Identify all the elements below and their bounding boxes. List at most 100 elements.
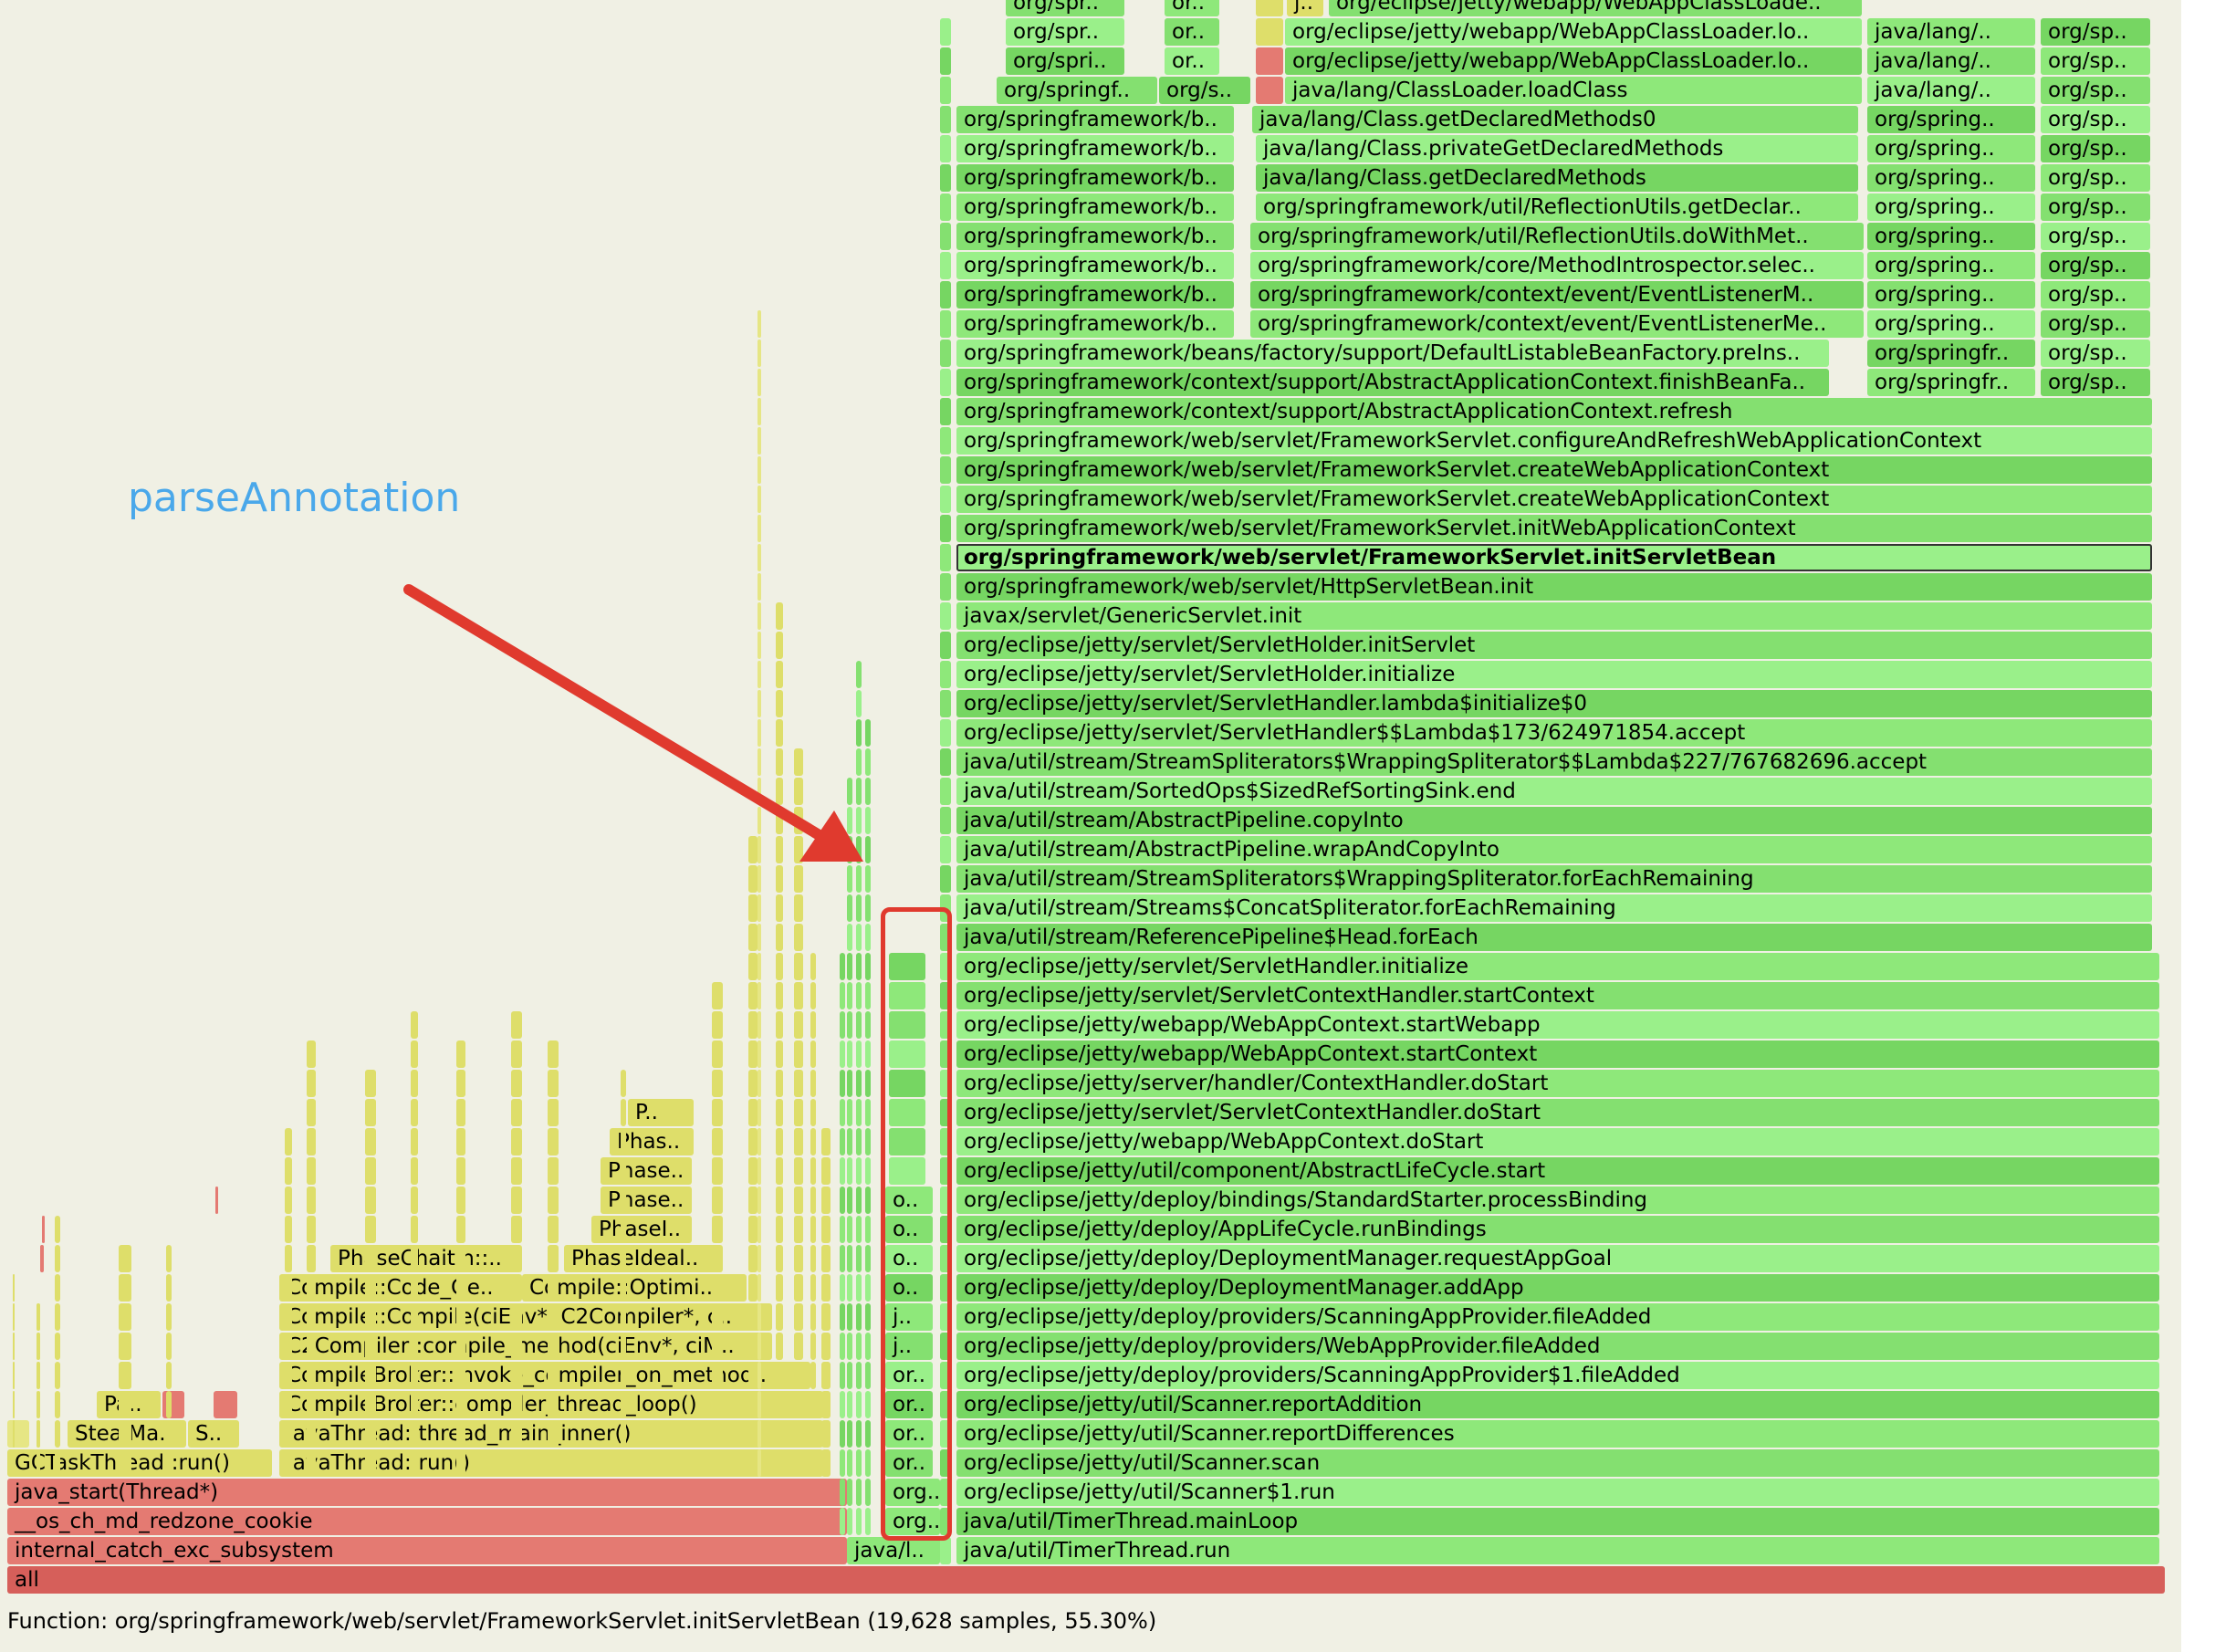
flame-frame[interactable] [748, 1245, 758, 1272]
flame-frame[interactable] [511, 1303, 522, 1331]
flame-frame[interactable] [794, 1362, 803, 1389]
flame-frame[interactable] [621, 1303, 626, 1331]
flame-frame[interactable] [847, 1245, 852, 1272]
flame-frame[interactable] [758, 1303, 761, 1331]
flame-frame[interactable] [856, 924, 862, 951]
flame-frame[interactable] [865, 894, 871, 922]
flame-frame[interactable] [307, 1333, 316, 1360]
flame-frame[interactable] [37, 1362, 40, 1389]
flame-frame[interactable] [840, 1449, 845, 1477]
flame-frame[interactable] [307, 1187, 316, 1214]
frame-springframework-b[interactable]: org/springframework/b.. [956, 164, 1234, 192]
frame-finish-bean-factory[interactable]: org/springframework/context/support/Abst… [956, 369, 1829, 396]
flame-frame[interactable] [847, 1391, 852, 1418]
flame-frame[interactable] [758, 515, 761, 542]
frame-s[interactable]: S.. [188, 1420, 239, 1448]
flame-frame[interactable] [456, 1362, 465, 1389]
flame-frame[interactable] [37, 1420, 40, 1448]
flame-frame[interactable] [794, 1099, 803, 1126]
frame-main-29[interactable]: org/eclipse/jetty/servlet/ServletHandler… [956, 690, 2152, 717]
frame-redzone-cookie[interactable]: __os_ch_md_redzone_cookie [7, 1508, 847, 1535]
flame-frame[interactable] [840, 1040, 845, 1068]
frame-main-25[interactable]: java/util/stream/AbstractPipeline.copyIn… [956, 807, 2152, 834]
frame-phasei[interactable]: PhaseI.. [591, 1216, 692, 1243]
flame-frame[interactable] [621, 1274, 626, 1302]
flame-frame[interactable] [285, 1391, 292, 1418]
flame-frame[interactable] [748, 1187, 758, 1214]
flame-frame[interactable] [856, 1157, 862, 1185]
flame-frame[interactable] [365, 1333, 376, 1360]
flame-frame[interactable] [748, 1420, 758, 1448]
flame-frame[interactable] [748, 982, 758, 1009]
flame-frame[interactable] [776, 924, 783, 951]
flame-frame[interactable] [456, 1128, 465, 1155]
flame-frame[interactable] [776, 1011, 783, 1039]
flame-frame[interactable] [940, 602, 951, 630]
flame-frame[interactable] [55, 1362, 60, 1389]
flame-frame[interactable] [548, 1391, 559, 1418]
flame-frame[interactable] [865, 953, 871, 980]
frame-p[interactable]: P.. [628, 1099, 694, 1126]
flame-frame[interactable] [847, 894, 852, 922]
flame-frame[interactable] [940, 456, 951, 484]
frame-upper-right-b[interactable]: org/sp.. [2041, 310, 2150, 338]
frame-boxed-j[interactable]: j.. [885, 1303, 933, 1331]
flame-frame[interactable] [511, 1157, 522, 1185]
flame-frame[interactable] [776, 1420, 783, 1448]
flame-frame[interactable] [847, 1216, 852, 1243]
flame-frame[interactable] [307, 1391, 316, 1418]
flame-frame[interactable] [758, 544, 761, 571]
frame-upper-middle-6[interactable]: java/lang/Class.privateGetDeclaredMethod… [1256, 135, 1858, 162]
flame-frame[interactable] [847, 1420, 852, 1448]
flame-frame[interactable] [365, 1274, 376, 1302]
frame-main-1[interactable]: java/util/TimerThread.mainLoop [956, 1508, 2159, 1535]
flame-frame[interactable] [889, 1040, 925, 1068]
flame-frame[interactable] [13, 1391, 15, 1418]
flame-frame[interactable] [758, 982, 761, 1009]
flame-frame[interactable] [856, 719, 862, 747]
flame-frame[interactable] [37, 1333, 40, 1360]
flame-frame[interactable] [865, 807, 871, 834]
flame-frame[interactable] [285, 1274, 292, 1302]
flame-frame[interactable] [856, 1070, 862, 1097]
frame-main-0[interactable]: java/util/TimerThread.run [956, 1537, 2159, 1564]
flame-frame[interactable] [865, 924, 871, 951]
flame-frame[interactable] [758, 1070, 761, 1097]
flame-frame[interactable] [856, 1245, 862, 1272]
flame-frame[interactable] [856, 1040, 862, 1068]
flame-frame[interactable] [810, 1362, 816, 1389]
flame-frame[interactable] [940, 661, 951, 688]
flame-frame[interactable] [794, 778, 803, 805]
flame-frame[interactable] [865, 865, 871, 893]
frame-main-10[interactable]: org/eclipse/jetty/deploy/DeploymentManag… [956, 1245, 2159, 1272]
frame-main-5[interactable]: org/eclipse/jetty/util/Scanner.reportAdd… [956, 1391, 2159, 1418]
flame-frame[interactable] [7, 1420, 29, 1448]
flame-frame[interactable] [940, 18, 951, 46]
frame-phase-a[interactable]: Phase.. [601, 1187, 692, 1214]
flame-frame[interactable] [865, 1362, 871, 1389]
flame-frame[interactable] [511, 1099, 522, 1126]
flame-frame[interactable] [794, 807, 803, 834]
flame-frame[interactable] [889, 953, 925, 980]
frame-main-34[interactable]: org/springframework/web/servlet/Framewor… [956, 544, 2152, 571]
frame-c2-compile-method[interactable]: C2Compiler::compile_method(ciEnv*, ciM.. [279, 1333, 772, 1360]
flame-frame[interactable] [285, 1449, 292, 1477]
flame-frame[interactable] [810, 1040, 816, 1068]
flame-frame[interactable] [511, 1070, 522, 1097]
frame-org-s[interactable]: org/s.. [1159, 77, 1250, 104]
flame-frame[interactable] [37, 1391, 40, 1418]
flame-frame[interactable] [794, 1011, 803, 1039]
flame-frame[interactable] [794, 1391, 803, 1418]
flame-frame[interactable] [411, 1333, 418, 1360]
frame-main-28[interactable]: org/eclipse/jetty/servlet/ServletHandler… [956, 719, 2152, 747]
flame-frame[interactable] [42, 1216, 45, 1243]
frame-invoke-compiler[interactable]: CompileBroker::invoke_compiler_on_method… [279, 1362, 810, 1389]
frame-upper-right-a[interactable]: org/spring.. [1867, 252, 2035, 279]
flame-frame[interactable] [847, 865, 852, 893]
flame-frame[interactable] [758, 1216, 761, 1243]
flame-frame[interactable] [119, 1303, 131, 1331]
frame-main-15[interactable]: org/eclipse/jetty/servlet/ServletContext… [956, 1099, 2159, 1126]
flame-frame[interactable] [758, 953, 761, 980]
flame-frame[interactable] [748, 1303, 758, 1331]
flame-frame[interactable] [856, 1479, 862, 1506]
